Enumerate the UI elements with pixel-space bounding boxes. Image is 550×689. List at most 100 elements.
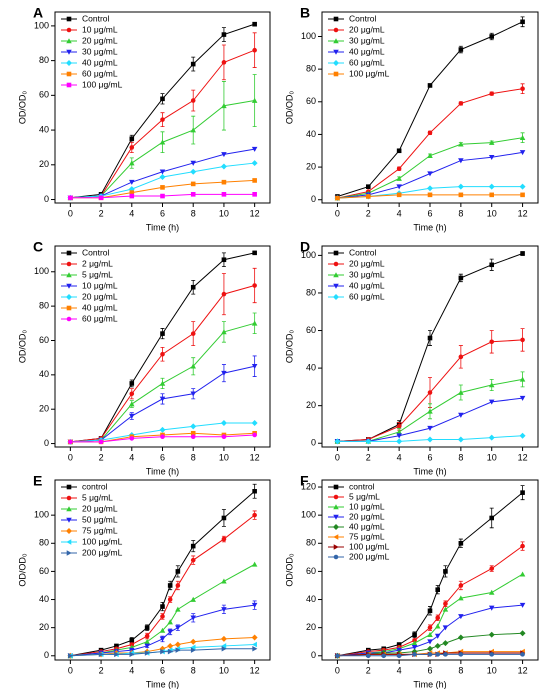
y-tick-label: 40 xyxy=(39,124,49,134)
legend-label: 50 μg/mL xyxy=(82,514,118,524)
data-point xyxy=(458,412,464,418)
data-point xyxy=(190,615,196,621)
data-point xyxy=(427,425,433,431)
legend-marker xyxy=(333,484,339,490)
data-point xyxy=(221,192,227,197)
data-point xyxy=(159,636,166,642)
legend-label: 5 μg/mL xyxy=(82,492,113,502)
data-point xyxy=(442,640,449,647)
y-tick-label: 20 xyxy=(306,622,316,632)
data-point xyxy=(489,192,495,198)
x-tick-label: 2 xyxy=(99,665,104,675)
data-point xyxy=(174,641,181,648)
data-point xyxy=(221,152,227,158)
data-point xyxy=(251,634,258,641)
data-point xyxy=(167,583,173,588)
x-tick-label: 2 xyxy=(99,452,104,462)
legend-label: 100 μg/mL xyxy=(82,536,123,546)
panel-label: E xyxy=(33,473,42,489)
y-tick-label: 20 xyxy=(306,161,316,171)
x-tick-label: 6 xyxy=(160,452,165,462)
data-point xyxy=(221,607,227,613)
y-tick-label: 120 xyxy=(301,481,316,491)
legend-label: Control xyxy=(82,247,110,257)
data-point xyxy=(98,195,104,201)
legend-marker xyxy=(333,71,339,77)
data-point xyxy=(129,436,135,441)
x-tick-label: 10 xyxy=(219,665,229,675)
panel: C 0 2 4 6 8 10 12 0 20 40 60 80 100 Time (h) OD/OD₀ Cont… xyxy=(17,239,271,476)
data-point xyxy=(129,413,135,419)
data-point xyxy=(190,160,196,166)
data-point xyxy=(221,179,227,185)
data-point xyxy=(519,150,526,156)
data-point xyxy=(190,596,196,602)
data-point xyxy=(520,543,525,549)
legend-label: 40 μg/mL xyxy=(82,302,118,312)
y-tick-label: 80 xyxy=(306,538,316,548)
legend-label: 20 μg/mL xyxy=(82,503,118,513)
y-tick-label: 0 xyxy=(44,194,49,204)
y-tick-label: 100 xyxy=(34,266,49,276)
data-point xyxy=(144,633,150,639)
data-point xyxy=(520,192,525,198)
legend-label: 40 μg/mL xyxy=(349,521,385,531)
data-point xyxy=(489,515,495,521)
x-axis-label: Time (h) xyxy=(146,222,179,232)
x-tick-label: 0 xyxy=(335,452,340,462)
legend-marker xyxy=(66,316,72,322)
data-point xyxy=(335,195,340,201)
data-point xyxy=(365,438,372,445)
data-point xyxy=(435,615,441,621)
data-point xyxy=(190,638,197,645)
legend-label: 60 μg/mL xyxy=(349,291,385,301)
x-tick-label: 4 xyxy=(397,208,402,218)
legend-label: 60 μg/mL xyxy=(82,68,118,78)
y-tick-label: 20 xyxy=(39,622,49,632)
legend-marker xyxy=(66,305,72,311)
y-axis-label: OD/OD₀ xyxy=(17,553,27,587)
data-point xyxy=(144,650,150,656)
legend-label: 30 μg/mL xyxy=(349,35,385,45)
data-point xyxy=(160,331,165,336)
y-tick-label: 80 xyxy=(39,301,49,311)
legend-marker xyxy=(333,524,339,530)
y-tick-label: 80 xyxy=(39,538,49,548)
x-tick-label: 8 xyxy=(458,665,463,675)
data-point xyxy=(427,130,433,136)
data-point xyxy=(396,424,402,429)
data-point xyxy=(190,644,196,651)
x-axis-label: Time (h) xyxy=(413,679,446,689)
x-tick-label: 12 xyxy=(250,452,260,462)
data-point xyxy=(129,193,135,199)
data-point xyxy=(190,331,196,336)
y-axis-label: OD/OD₀ xyxy=(284,553,294,587)
data-point xyxy=(519,376,526,382)
legend-marker xyxy=(66,49,72,55)
data-point xyxy=(251,97,258,103)
x-tick-label: 6 xyxy=(160,665,165,675)
legend-marker xyxy=(66,495,72,501)
x-tick-label: 12 xyxy=(518,208,528,218)
data-point xyxy=(457,634,464,641)
data-point xyxy=(519,630,526,637)
panel: A 0 2 4 6 8 10 12 0 20 40 60 80 100 Time (h) OD/OD₀ Cont… xyxy=(17,5,271,232)
data-point xyxy=(442,606,449,612)
legend-marker xyxy=(66,27,72,33)
legend-label: 40 μg/mL xyxy=(82,57,118,67)
data-point xyxy=(221,32,227,37)
x-tick-label: 4 xyxy=(129,452,134,462)
legend-label: 60 μg/mL xyxy=(82,313,118,323)
data-point xyxy=(190,192,196,197)
legend-label: Control xyxy=(82,13,110,23)
legend-marker xyxy=(333,494,339,500)
legend-label: 40 μg/mL xyxy=(349,280,385,290)
legend-marker xyxy=(333,38,339,44)
data-point xyxy=(396,653,402,659)
data-point xyxy=(520,490,525,495)
data-point xyxy=(160,96,165,102)
data-point xyxy=(396,166,402,172)
x-tick-label: 6 xyxy=(427,665,432,675)
data-point xyxy=(221,329,227,335)
data-point xyxy=(160,434,165,439)
